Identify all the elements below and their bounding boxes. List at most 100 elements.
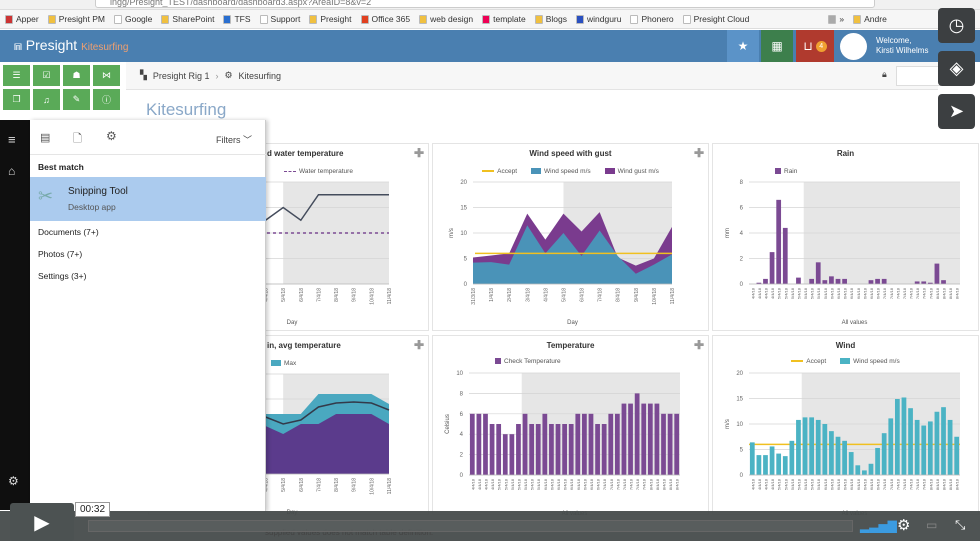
bookmark-label: Presight — [320, 14, 352, 24]
bookmark-item[interactable]: Presight — [309, 14, 352, 24]
bookmark-item[interactable]: Office 365 — [360, 14, 410, 24]
scissors-icon: ✂ — [38, 186, 54, 206]
video-progress-bar[interactable] — [88, 520, 853, 532]
bookmark-item[interactable]: Presight Cloud — [682, 14, 749, 24]
x-tick-label: 6/4/18 — [582, 478, 587, 490]
layers-button[interactable]: ◈ — [938, 51, 975, 86]
chart-title: Wind speed with gust — [529, 149, 612, 158]
legend-water-temperature[interactable]: Water temperature — [284, 168, 353, 175]
settings-icon[interactable]: ⚙ — [897, 517, 911, 534]
add-icon[interactable]: ✚ — [413, 338, 424, 352]
volume-icon[interactable]: ▂▃▅▇ — [860, 519, 897, 533]
info-icon: ⓘ — [101, 95, 111, 105]
category-settings[interactable]: Settings (3+) — [38, 271, 87, 281]
bookmark-item[interactable]: SharePoint — [161, 14, 214, 24]
x-tick-label: 6/4/18 — [843, 287, 848, 299]
apps-icon[interactable]: ▤ — [40, 132, 51, 144]
category-documents[interactable]: Documents (7+) — [38, 227, 99, 237]
bar — [647, 403, 653, 475]
y-tick-label: 20 — [736, 371, 743, 377]
legend-accept[interactable]: Accept — [482, 168, 517, 175]
bookmark-item[interactable]: Andre — [853, 14, 887, 24]
fullscreen-icon[interactable]: ⤡ — [955, 517, 966, 532]
favorite-button[interactable]: ★ — [727, 30, 759, 62]
filters-dropdown[interactable]: Filters ﹀ — [216, 133, 252, 146]
add-icon[interactable]: ✚ — [693, 146, 704, 160]
bookmark-item[interactable]: » — [828, 14, 844, 24]
bar — [502, 434, 508, 475]
legend-check-temperature[interactable]: Check Temperature — [495, 358, 561, 365]
tile-info[interactable]: ⓘ — [93, 89, 120, 110]
x-tick-label: 6/4/18 — [836, 287, 841, 299]
tile-media[interactable]: ♫ — [33, 89, 60, 110]
x-tick-label: 5/4/18 — [803, 478, 808, 490]
tile-check[interactable]: ☑ — [33, 65, 60, 86]
legend-wind-speed[interactable]: Wind speed m/s — [840, 358, 900, 365]
gear-icon[interactable]: ⚙ — [106, 129, 117, 143]
x-tick-label: 8/4/18 — [942, 478, 947, 490]
bookmark-item[interactable]: TFS — [223, 14, 251, 24]
bookmark-item[interactable]: Presight PM — [47, 14, 105, 24]
inbox-button[interactable]: ⊔ 4 — [796, 30, 834, 62]
legend-max[interactable]: Max — [271, 360, 296, 367]
breadcrumb-area[interactable]: Kitesurfing — [238, 70, 282, 81]
grid-button[interactable]: ▦ — [761, 30, 793, 62]
bookmark-item[interactable]: Support — [259, 14, 300, 24]
tile-edit[interactable]: ✎ — [63, 89, 90, 110]
tile-connect[interactable]: ⋈ — [93, 65, 120, 86]
windows-start-sidebar: ≡ ⌂ ⚙ — [0, 120, 30, 510]
breadcrumb-rig[interactable]: Presight Rig 1 — [152, 70, 210, 81]
bookmark-item[interactable]: web design — [419, 14, 473, 24]
bar — [522, 413, 528, 475]
tile-dashboard[interactable]: ☗ — [63, 65, 90, 86]
tile-list[interactable]: ☰ — [3, 65, 30, 86]
category-photos[interactable]: Photos (7+) — [38, 249, 83, 259]
url-input[interactable]: lngg/Presight_TEST/dashboard/dashboard3.… — [95, 0, 875, 8]
bar — [582, 413, 587, 475]
x-tick-label: 4/4/18 — [763, 478, 768, 490]
x-tick-label: 5/4/18 — [816, 478, 821, 490]
bookmark-item[interactable]: Apper — [5, 14, 39, 24]
bar — [842, 440, 847, 475]
document-icon[interactable]: 🗋︎ — [73, 133, 82, 145]
share-button[interactable]: ➤ — [938, 94, 975, 129]
add-icon[interactable]: ✚ — [413, 146, 424, 160]
bookmark-item[interactable]: Phonero — [630, 14, 674, 24]
pencil-icon: ✎ — [72, 94, 81, 104]
bookmark-icon — [682, 14, 691, 24]
x-tick-label: 7/4/18 — [889, 478, 894, 490]
bookmark-icon — [309, 14, 318, 24]
bookmark-item[interactable]: Blogs — [534, 14, 567, 24]
chart-gust: 0 5 10 15 20 m/s 31/3/18 1/4/18 2/4/18 3/4/18 4/4/… — [449, 180, 676, 326]
result-snipping-tool[interactable]: ✂ Snipping Tool Desktop app — [30, 177, 266, 221]
app-logo[interactable]: ⩎ Presight Kitesurfing — [14, 37, 128, 54]
avatar[interactable] — [840, 33, 867, 60]
search-field[interactable] — [896, 66, 941, 86]
notification-badge: 4 — [815, 40, 827, 52]
bookmark-item[interactable]: windguru — [575, 14, 621, 24]
checkbox-icon: ☑ — [42, 70, 51, 80]
bar — [489, 424, 495, 475]
settings-gear-icon[interactable]: ⚙ — [8, 474, 19, 488]
user-welcome[interactable]: Welcome, Kirsti Wilhelms — [876, 36, 928, 56]
legend-wind-gust[interactable]: Wind gust m/s — [604, 168, 659, 175]
lock-icon[interactable]: 🔒︎ — [882, 69, 887, 79]
play-button[interactable]: ▶ — [10, 503, 74, 541]
x-tick-label: 8/4/18 — [955, 478, 960, 490]
tile-docs[interactable]: ❐ — [3, 89, 30, 110]
history-button[interactable]: ◷ — [938, 8, 975, 43]
legend-accept[interactable]: Accept — [791, 358, 826, 365]
home-icon[interactable]: ⌂ — [8, 164, 16, 178]
bookmark-item[interactable]: Google — [113, 14, 152, 24]
legend-wind-speed[interactable]: Wind speed m/s — [531, 168, 591, 175]
line-series — [265, 401, 390, 425]
bookmark-label: template — [493, 14, 526, 24]
hamburger-menu-icon[interactable]: ≡ — [8, 132, 16, 147]
legend-rain[interactable]: Rain — [775, 168, 797, 175]
bar — [901, 397, 907, 475]
page-title: Kitesurfing — [146, 100, 227, 119]
bookmark-item[interactable]: template — [482, 14, 526, 24]
airplay-icon[interactable]: ▭ — [926, 518, 938, 532]
add-icon[interactable]: ✚ — [693, 338, 704, 352]
